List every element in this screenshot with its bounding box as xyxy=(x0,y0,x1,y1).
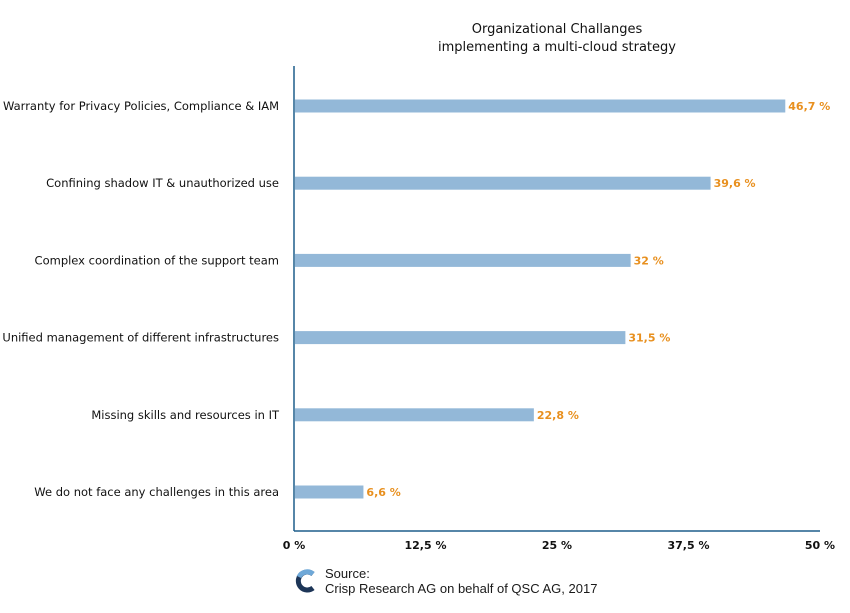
category-label: Confining shadow IT & unauthorized use xyxy=(46,176,279,190)
x-tick-label: 12,5 % xyxy=(405,539,447,552)
source-credit: Crisp Research AG on behalf of QSC AG, 2… xyxy=(325,581,598,596)
bar xyxy=(295,176,711,190)
data-label: 6,6 % xyxy=(366,486,400,499)
bar xyxy=(295,485,364,499)
data-label: 31,5 % xyxy=(628,332,670,345)
category-label: Missing skills and resources in IT xyxy=(91,408,280,422)
category-label: We do not face any challenges in this ar… xyxy=(34,485,279,499)
data-label: 39,6 % xyxy=(714,177,756,190)
bar xyxy=(295,253,631,267)
chart-title-line-1: Organizational Challanges xyxy=(472,22,643,37)
category-label: Unified management of different infrastr… xyxy=(2,331,279,345)
x-tick-label: 50 % xyxy=(805,539,835,552)
x-tick-label: 37,5 % xyxy=(668,539,710,552)
bar xyxy=(295,99,786,113)
source-label: Source: xyxy=(325,566,370,581)
data-label: 22,8 % xyxy=(537,409,579,422)
x-tick-label: 0 % xyxy=(283,539,306,552)
source-note: Source: Crisp Research AG on behalf of Q… xyxy=(293,566,597,596)
data-label: 46,7 % xyxy=(788,100,830,113)
x-tick-label: 25 % xyxy=(542,539,572,552)
bar xyxy=(295,331,626,345)
data-label: 32 % xyxy=(634,254,664,267)
category-label: Complex coordination of the support team xyxy=(35,253,279,267)
category-label: Warranty for Privacy Policies, Complianc… xyxy=(3,99,279,113)
chart-title-line-2: implementing a multi-cloud strategy xyxy=(438,40,676,55)
crisp-research-logo-icon xyxy=(295,569,315,593)
bar xyxy=(295,408,534,422)
